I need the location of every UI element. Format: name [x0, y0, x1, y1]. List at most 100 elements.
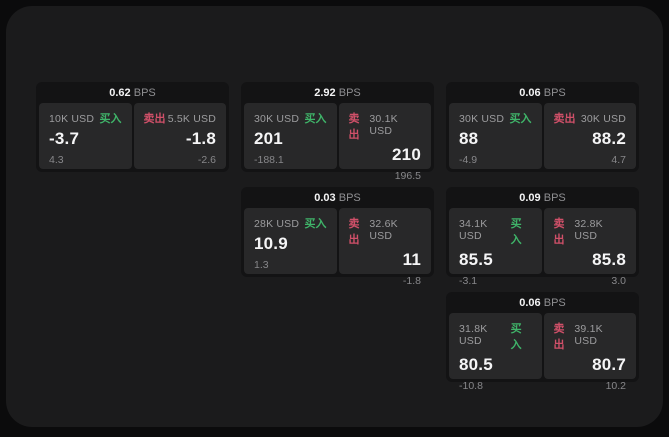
quote-card: 0.09 BPS 34.1K USD 买入 85.5 -3.1 卖出 32.8K… — [446, 187, 639, 287]
buy-cell-top: 34.1K USD 买入 — [459, 215, 532, 247]
spread-value: 0.62 — [109, 87, 131, 99]
sell-notional-amount: 32.6K USD — [369, 218, 398, 242]
quote-cells: 34.1K USD 买入 85.5 -3.1 卖出 32.8K USD 85.8… — [449, 208, 636, 287]
sell-price-value: 88.2 — [592, 129, 626, 148]
sell-side-label: 卖出 — [348, 113, 360, 141]
spread-header: 2.92 BPS — [244, 82, 431, 103]
quote-card: 0.62 BPS 10K USD 买入 -3.7 4.3 卖出 5.5K USD… — [36, 82, 229, 172]
spread-header: 0.09 BPS — [449, 187, 636, 208]
sell-notional-amount: 39.1K USD — [574, 323, 603, 347]
buy-side-label: 买入 — [510, 323, 522, 351]
quote-cells: 30K USD 买入 88 -4.9 卖出 30K USD 88.2 4.7 — [449, 103, 636, 169]
buy-price-value: 88 — [459, 129, 479, 148]
buy-side-label: 买入 — [99, 113, 122, 125]
sell-price-value: 210 — [392, 145, 421, 164]
sell-price-value: 11 — [402, 250, 421, 269]
buy-notional-amount: 28K USD — [254, 218, 300, 230]
sell-side-label: 卖出 — [553, 218, 565, 246]
sell-change-value: -2.6 — [197, 154, 216, 166]
quote-card: 0.03 BPS 28K USD 买入 10.9 1.3 卖出 32.6K US… — [241, 187, 434, 287]
sell-side-label: 卖出 — [348, 218, 360, 246]
sell-notional-amount: 5.5K USD — [167, 113, 216, 125]
spread-unit: BPS — [543, 192, 566, 204]
buy-change-value: -188.1 — [254, 154, 284, 166]
sell-quote-button[interactable]: 卖出 30.1K USD 210 196.5 — [338, 103, 431, 182]
quote-card: 2.92 BPS 30K USD 买入 201 -188.1 卖出 30.1K … — [241, 82, 434, 182]
sell-change-value: -1.8 — [402, 275, 421, 287]
sell-side-label: 卖出 — [143, 113, 166, 125]
buy-notional-amount: 10K USD — [49, 113, 95, 125]
sell-notional-amount: 30K USD — [580, 113, 626, 125]
buy-side-label: 买入 — [509, 113, 532, 125]
buy-side-label: 买入 — [304, 218, 327, 230]
buy-quote-button[interactable]: 30K USD 买入 201 -188.1 — [244, 103, 337, 169]
buy-quote-button[interactable]: 31.8K USD 买入 80.5 -10.8 — [449, 313, 542, 392]
quote-cells: 28K USD 买入 10.9 1.3 卖出 32.6K USD 11 -1.8 — [244, 208, 431, 287]
sell-notional-amount: 32.8K USD — [574, 218, 603, 242]
buy-price-value: 10.9 — [254, 234, 288, 253]
sell-quote-button[interactable]: 卖出 39.1K USD 80.7 10.2 — [543, 313, 636, 392]
sell-side-label: 卖出 — [553, 113, 576, 125]
sell-change-value: 4.7 — [611, 154, 626, 166]
buy-quote-button[interactable]: 28K USD 买入 10.9 1.3 — [244, 208, 337, 274]
quote-cells: 10K USD 买入 -3.7 4.3 卖出 5.5K USD -1.8 -2.… — [39, 103, 226, 169]
spread-value: 0.06 — [519, 87, 541, 99]
buy-side-label: 买入 — [304, 113, 327, 125]
buy-cell-top: 28K USD 买入 — [254, 215, 327, 231]
spread-unit: BPS — [338, 87, 361, 99]
sell-quote-button[interactable]: 卖出 30K USD 88.2 4.7 — [543, 103, 636, 169]
buy-quote-button[interactable]: 30K USD 买入 88 -4.9 — [449, 103, 542, 169]
sell-price-value: -1.8 — [185, 129, 216, 148]
buy-notional-amount: 30K USD — [254, 113, 300, 125]
spread-header: 0.06 BPS — [449, 82, 636, 103]
buy-price-value: -3.7 — [49, 129, 80, 148]
spread-value: 0.03 — [314, 192, 336, 204]
spread-header: 0.06 BPS — [449, 292, 636, 313]
buy-notional-amount: 30K USD — [459, 113, 505, 125]
buy-side-label: 买入 — [510, 218, 522, 246]
sell-quote-button[interactable]: 卖出 5.5K USD -1.8 -2.6 — [133, 103, 226, 169]
buy-cell-top: 30K USD 买入 — [459, 110, 532, 126]
quote-cards-grid: 0.62 BPS 10K USD 买入 -3.7 4.3 卖出 5.5K USD… — [36, 82, 639, 392]
spread-header: 0.03 BPS — [244, 187, 431, 208]
sell-cell-top: 卖出 32.8K USD — [554, 215, 627, 247]
sell-quote-button[interactable]: 卖出 32.8K USD 85.8 3.0 — [543, 208, 636, 287]
sell-cell-top: 卖出 32.6K USD — [349, 215, 422, 247]
buy-price-value: 85.5 — [459, 250, 493, 269]
sell-change-value: 3.0 — [611, 275, 626, 287]
quote-card: 0.06 BPS 30K USD 买入 88 -4.9 卖出 30K USD 8… — [446, 82, 639, 172]
spread-value: 0.06 — [519, 297, 541, 309]
spread-unit: BPS — [133, 87, 156, 99]
buy-notional-amount: 31.8K USD — [459, 323, 488, 347]
buy-change-value: -3.1 — [459, 275, 478, 287]
spread-value: 0.09 — [519, 192, 541, 204]
buy-change-value: 1.3 — [254, 259, 269, 271]
buy-quote-button[interactable]: 10K USD 买入 -3.7 4.3 — [39, 103, 132, 169]
buy-notional-amount: 34.1K USD — [459, 218, 488, 242]
sell-change-value: 10.2 — [605, 380, 626, 392]
buy-change-value: 4.3 — [49, 154, 64, 166]
sell-quote-button[interactable]: 卖出 32.6K USD 11 -1.8 — [338, 208, 431, 287]
buy-change-value: -4.9 — [459, 154, 478, 166]
quote-cells: 31.8K USD 买入 80.5 -10.8 卖出 39.1K USD 80.… — [449, 313, 636, 392]
buy-price-value: 80.5 — [459, 355, 493, 374]
sell-price-value: 85.8 — [592, 250, 626, 269]
buy-cell-top: 30K USD 买入 — [254, 110, 327, 126]
buy-cell-top: 31.8K USD 买入 — [459, 320, 532, 352]
sell-cell-top: 卖出 5.5K USD — [144, 110, 217, 126]
spread-unit: BPS — [338, 192, 361, 204]
sell-notional-amount: 30.1K USD — [369, 113, 398, 137]
spread-unit: BPS — [543, 87, 566, 99]
sell-cell-top: 卖出 39.1K USD — [554, 320, 627, 352]
sell-cell-top: 卖出 30K USD — [554, 110, 627, 126]
buy-quote-button[interactable]: 34.1K USD 买入 85.5 -3.1 — [449, 208, 542, 287]
quote-cells: 30K USD 买入 201 -188.1 卖出 30.1K USD 210 1… — [244, 103, 431, 182]
sell-price-value: 80.7 — [592, 355, 626, 374]
buy-change-value: -10.8 — [459, 380, 483, 392]
sell-side-label: 卖出 — [553, 323, 565, 351]
spread-value: 2.92 — [314, 87, 336, 99]
sell-change-value: 196.5 — [394, 170, 421, 182]
buy-cell-top: 10K USD 买入 — [49, 110, 122, 126]
spread-unit: BPS — [543, 297, 566, 309]
quotes-panel: 0.62 BPS 10K USD 买入 -3.7 4.3 卖出 5.5K USD… — [6, 6, 663, 427]
